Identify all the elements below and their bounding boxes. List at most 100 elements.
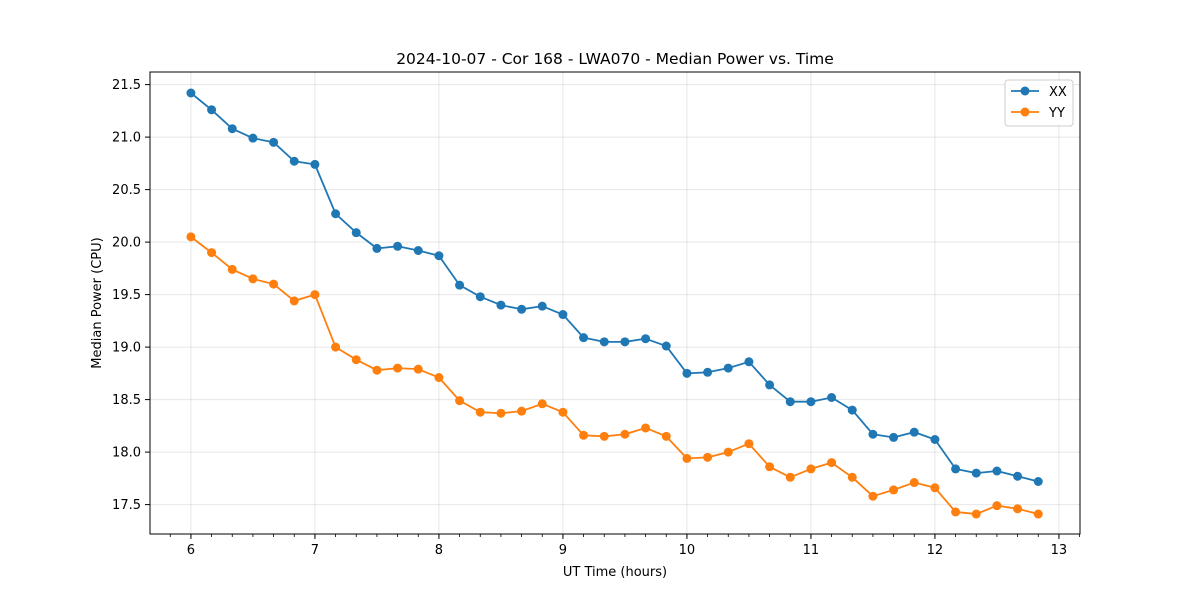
series-xx-point: [847, 405, 857, 415]
series-yy: [186, 232, 1043, 519]
series-yy-point: [992, 501, 1002, 511]
series-yy-point: [579, 430, 589, 440]
series-yy-point: [703, 452, 713, 462]
series-xx-point: [579, 333, 589, 343]
series-yy-point: [517, 406, 527, 416]
y-tick-label: 19.5: [112, 288, 141, 303]
series-yy-point: [1013, 504, 1023, 514]
y-tick-label: 17.5: [112, 498, 141, 513]
series-xx-point: [889, 432, 899, 442]
series-xx-point: [289, 156, 299, 166]
series-yy-point: [827, 458, 837, 468]
series-yy-point: [1033, 509, 1043, 519]
legend-label-yy: YY: [1048, 106, 1065, 121]
series-yy-point: [806, 464, 816, 474]
series-xx-point: [971, 468, 981, 478]
series-xx-point: [517, 304, 527, 314]
y-tick-label: 21.0: [112, 131, 141, 146]
series-xx-point: [269, 137, 279, 147]
series-xx-point: [186, 88, 196, 98]
series-xx-point: [331, 209, 341, 219]
chart-title: 2024-10-07 - Cor 168 - LWA070 - Median P…: [396, 50, 834, 68]
x-tick-label: 8: [435, 543, 443, 558]
series-xx-point: [434, 251, 444, 261]
series-yy-point: [248, 274, 258, 284]
series-yy-point: [413, 364, 423, 374]
series-yy-point: [496, 408, 506, 418]
series-xx-point: [372, 243, 382, 253]
series-xx-point: [537, 301, 547, 311]
series-yy-point: [765, 462, 775, 472]
x-axis-ticks: 6 7 8 9 10 11 12 13: [169, 534, 1080, 558]
y-tick-label: 18.5: [112, 393, 141, 408]
series-xx-point: [351, 228, 361, 238]
series-xx-point: [207, 105, 217, 115]
x-tick-label: 12: [927, 543, 944, 558]
series-xx-point: [744, 357, 754, 367]
series-yy-point: [889, 485, 899, 495]
series-xx-point: [723, 363, 733, 373]
series-xx-point: [992, 466, 1002, 476]
series-yy-point: [785, 472, 795, 482]
series-yy-point: [475, 407, 485, 417]
y-tick-label: 21.5: [112, 78, 141, 93]
y-tick-label: 20.0: [112, 236, 141, 251]
legend-swatch-xx-marker: [1020, 86, 1030, 96]
x-axis-label: UT Time (hours): [563, 565, 667, 580]
series-xx-point: [930, 435, 940, 444]
plot-frame: [149, 71, 1081, 535]
x-tick-label: 13: [1051, 543, 1068, 558]
series-xx-point: [661, 341, 671, 351]
series-xx-point: [413, 246, 423, 255]
series-yy-point: [620, 429, 630, 439]
series-yy-point: [909, 478, 919, 488]
series-xx-point: [599, 337, 609, 347]
series-xx: [186, 88, 1043, 486]
series-yy-point: [847, 472, 857, 482]
series-xx-point: [641, 334, 651, 344]
series-yy-point: [186, 232, 196, 242]
series-xx-point: [248, 133, 258, 143]
series-yy-point: [744, 439, 754, 449]
series: [186, 88, 1043, 519]
series-xx-point: [455, 280, 465, 290]
series-yy-point: [269, 279, 279, 289]
series-yy-point: [599, 431, 609, 441]
x-tick-label: 11: [803, 543, 820, 558]
series-xx-point: [682, 368, 692, 378]
series-xx-point: [868, 429, 878, 439]
series-yy-point: [227, 264, 237, 274]
series-yy-point: [372, 365, 382, 375]
series-yy-point: [661, 431, 671, 441]
series-xx-point: [785, 397, 795, 407]
series-yy-point: [723, 447, 733, 457]
series-xx-point: [1033, 477, 1043, 486]
x-tick-label: 6: [187, 543, 195, 558]
legend-label-xx: XX: [1049, 85, 1067, 100]
series-xx-point: [909, 427, 919, 437]
x-tick-label: 9: [559, 543, 567, 558]
series-xx-point: [310, 159, 320, 169]
grid: [150, 72, 1080, 534]
series-yy-point: [331, 342, 341, 352]
series-yy-point: [393, 363, 403, 373]
series-xx-point: [703, 367, 713, 377]
series-yy-point: [558, 407, 568, 417]
y-tick-label: 19.0: [112, 341, 141, 356]
series-xx-point: [827, 393, 837, 402]
series-yy-point: [951, 507, 961, 517]
legend: XX YY: [1004, 79, 1074, 127]
series-yy-point: [351, 355, 361, 365]
series-yy-point: [868, 491, 878, 501]
x-tick-label: 7: [311, 543, 319, 558]
y-axis-label: Median Power (CPU): [90, 237, 105, 368]
series-xx-point: [475, 292, 485, 302]
series-yy-point: [537, 399, 547, 409]
series-xx-point: [951, 464, 961, 474]
x-tick-label: 10: [679, 543, 696, 558]
y-axis-ticks: 17.5 18.0 18.5 19.0 19.5 20.0 20.5 21.0 21.5: [112, 78, 150, 513]
series-yy-point: [434, 373, 444, 383]
series-yy-point: [641, 423, 651, 433]
series-xx-point: [558, 310, 568, 320]
